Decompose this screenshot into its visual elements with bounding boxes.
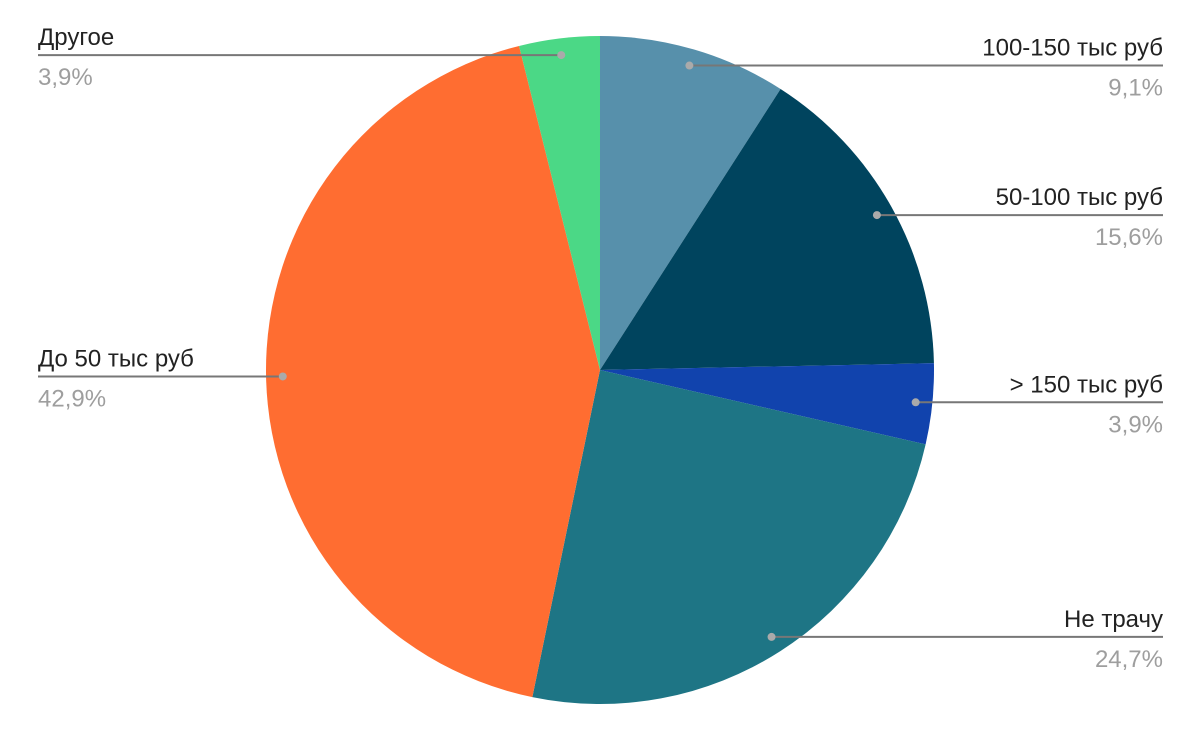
leader-dot bbox=[557, 51, 566, 60]
leader-dot bbox=[911, 398, 920, 407]
value-label: 42,9% bbox=[38, 385, 106, 412]
pie-slice bbox=[600, 89, 934, 371]
legend-label: > 150 тыс руб bbox=[1010, 371, 1163, 398]
value-label: 9,1% bbox=[1108, 75, 1163, 102]
legend-label: 100-150 тыс руб bbox=[982, 35, 1163, 62]
leader-dot bbox=[278, 372, 287, 381]
legend-label: 50-100 тыс руб bbox=[996, 184, 1163, 211]
leader-dot bbox=[767, 632, 776, 641]
leader-dot bbox=[872, 211, 881, 220]
pie-slice bbox=[600, 36, 781, 370]
pie-slice bbox=[266, 45, 600, 698]
value-label: 3,9% bbox=[1108, 411, 1163, 438]
value-label: 15,6% bbox=[1095, 224, 1163, 251]
leader-dot bbox=[685, 61, 694, 70]
pie-slice bbox=[519, 36, 600, 370]
value-label: 3,9% bbox=[38, 64, 93, 91]
legend-label: До 50 тыс руб bbox=[38, 345, 194, 372]
pie-slice bbox=[532, 370, 926, 704]
value-label: 24,7% bbox=[1095, 646, 1163, 673]
pie-slice bbox=[600, 363, 934, 445]
legend-label: Не трачу bbox=[1064, 606, 1163, 633]
legend-label: Другое bbox=[38, 24, 114, 51]
